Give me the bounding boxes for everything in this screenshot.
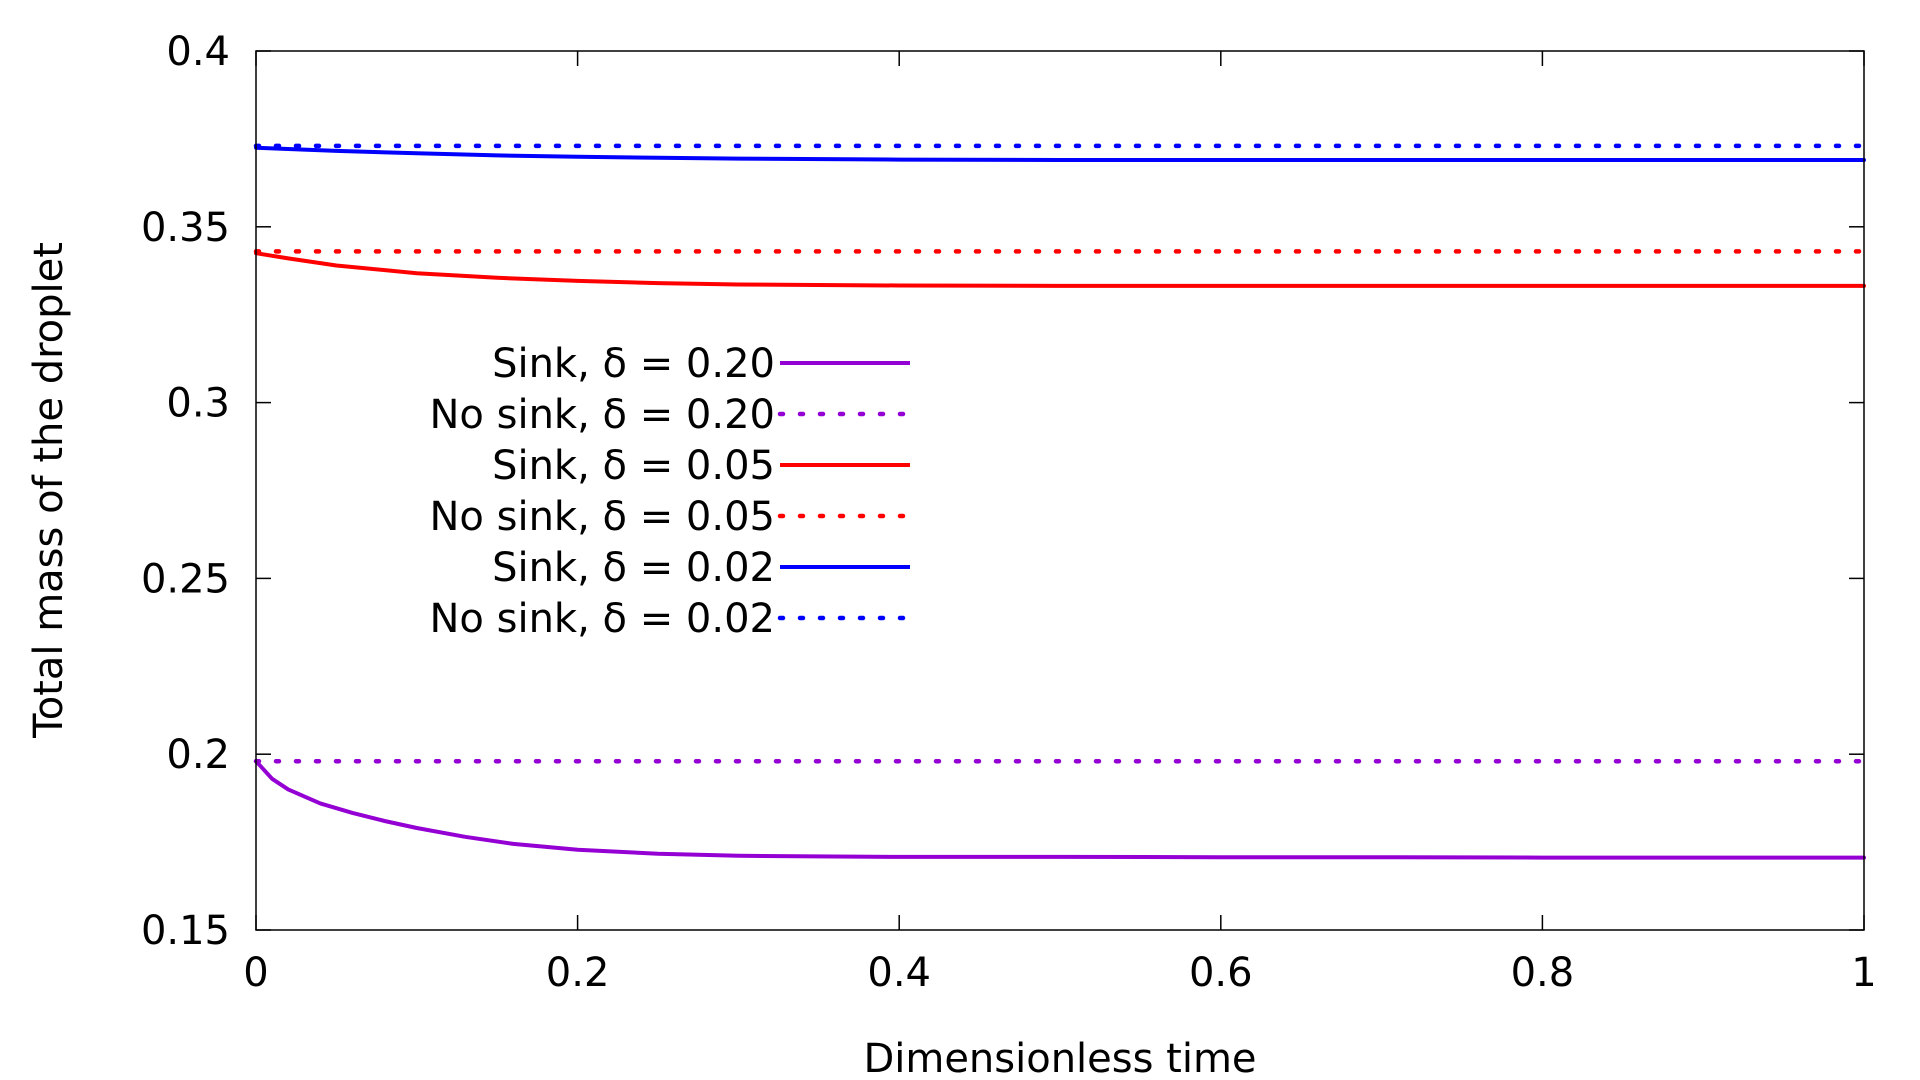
y-axis-title: Total mass of the droplet [26,242,72,739]
x-tick-label: 0.4 [867,950,931,996]
series-line-sink-0-02 [254,145,1866,162]
legend-label-sink-0-02: Sink, δ = 0.02 [492,545,775,591]
legend: Sink, δ = 0.20 No sink, δ = 0.20 Sink, δ =… [430,341,913,642]
legend-label-no-sink-0-20: No sink, δ = 0.20 [430,392,776,438]
tick-layer: 0 0.2 0.4 0.6 0.8 1 0.15 0.2 0.25 0.3 0.35 0.4 [141,29,1877,996]
legend-label-sink-0-20: Sink, δ = 0.20 [492,341,775,387]
y-tick-label: 0.2 [166,732,230,778]
y-tick-label: 0.25 [141,556,230,602]
y-tick-label: 0.3 [166,381,230,427]
series-layer [253,143,1867,860]
legend-label-no-sink-0-05: No sink, δ = 0.05 [430,494,776,540]
plot-frame [255,50,1865,931]
x-tick-label: 0.2 [546,950,610,996]
y-tick-label: 0.35 [141,205,230,251]
legend-label-sink-0-05: Sink, δ = 0.05 [492,443,775,489]
x-tick-label: 1 [1851,950,1876,996]
series-line-sink-0-20 [254,759,1866,860]
y-tick-label: 0.4 [166,29,230,75]
legend-label-no-sink-0-02: No sink, δ = 0.02 [430,596,776,642]
y-tick-label: 0.15 [141,908,230,954]
series-line-sink-0-05 [254,251,1866,288]
x-tick-label: 0.6 [1189,950,1253,996]
x-tick-label: 0.8 [1511,950,1575,996]
x-tick-label: 0 [243,950,268,996]
x-axis-title: Dimensionless time [863,1036,1256,1080]
